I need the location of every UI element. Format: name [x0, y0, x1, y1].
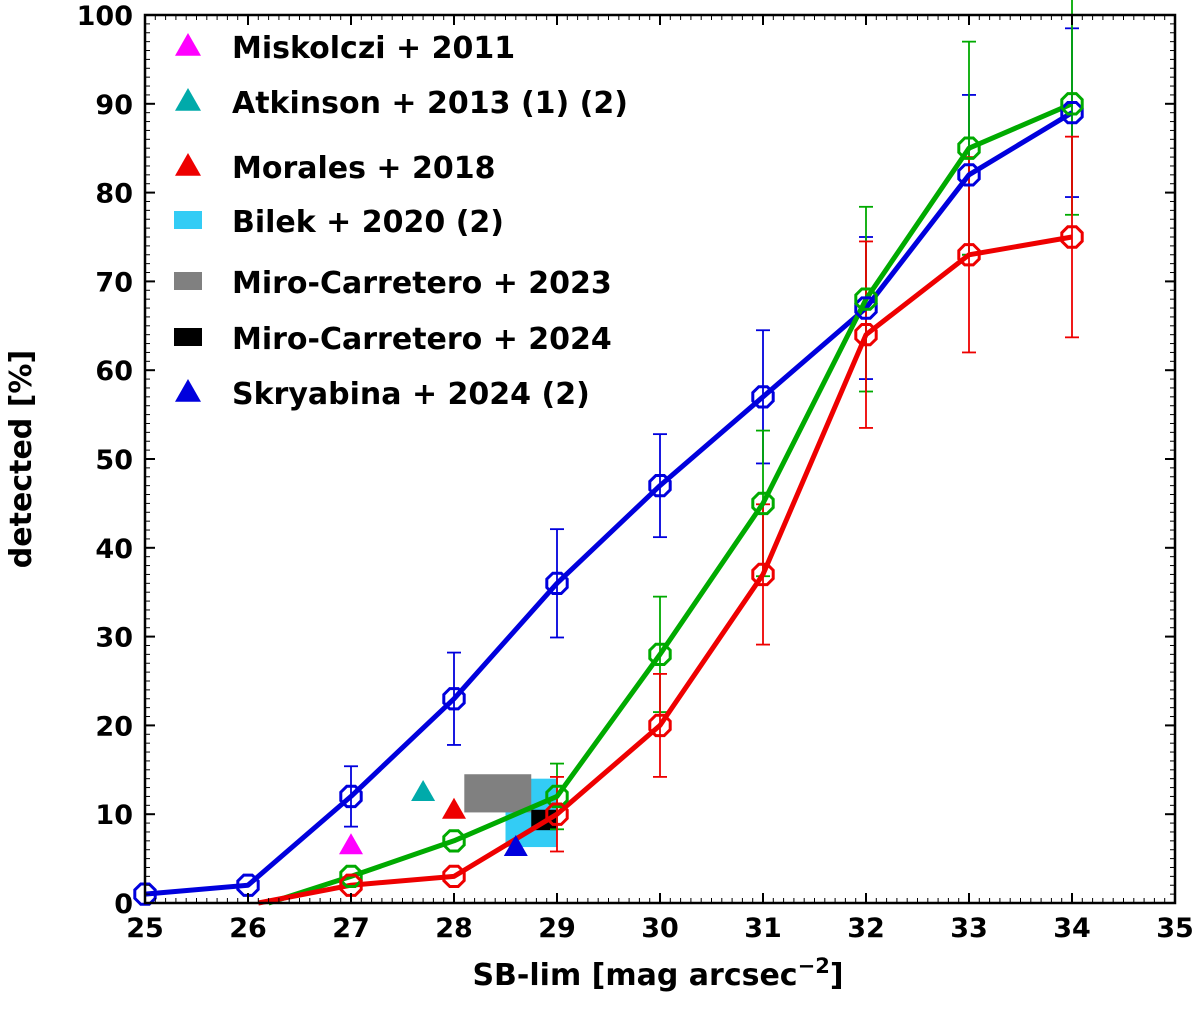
- legend-symbol-triangle: [175, 379, 201, 402]
- point-red: [957, 243, 981, 267]
- x-axis-label-exponent: −2: [798, 954, 830, 978]
- marker-triangle: [442, 797, 466, 819]
- x-axis-label: SB-lim [mag arcsec−2]: [472, 954, 843, 993]
- legend-symbol-triangle: [175, 153, 201, 176]
- series-line-blue: [144, 110, 1074, 897]
- x-tick-label: 31: [744, 913, 782, 944]
- point-red: [648, 713, 672, 738]
- point-red: [1060, 225, 1084, 249]
- point-blue: [545, 571, 569, 595]
- legend-label: Miro-Carretero + 2024: [232, 322, 612, 357]
- legend-label: Miro-Carretero + 2023: [232, 266, 612, 301]
- series-line-red: [257, 234, 1073, 906]
- data-rectangles: [464, 774, 557, 848]
- marker-triangle: [503, 835, 528, 857]
- marker-triangle: [339, 833, 363, 855]
- x-tick-label: 34: [1053, 913, 1091, 944]
- marker-triangle: [411, 780, 436, 801]
- y-tick-label: 20: [95, 711, 133, 742]
- y-tick-label: 50: [95, 445, 133, 476]
- x-tick-label: 35: [1156, 913, 1194, 944]
- point-blue: [648, 474, 672, 498]
- x-tick-label: 30: [641, 913, 679, 944]
- point-blue: [236, 873, 260, 897]
- legend-label: Morales + 2018: [232, 151, 496, 186]
- legend-symbol-triangle: [175, 88, 201, 111]
- x-tick-label: 26: [229, 913, 267, 944]
- legend: Miskolczi + 2011 Atkinson + 2013 (1) (2) M…: [174, 31, 628, 412]
- data-series: [133, 0, 1084, 906]
- y-tick-label: 60: [95, 356, 133, 387]
- point-red: [854, 323, 878, 347]
- legend-symbol-triangle: [175, 33, 201, 56]
- point-blue: [751, 385, 775, 409]
- point-blue: [339, 784, 363, 809]
- y-tick-label: 30: [95, 623, 133, 654]
- y-axis-label: detected [%]: [4, 350, 39, 568]
- legend-label: Miskolczi + 2011: [232, 31, 515, 66]
- y-tick-label: 40: [95, 534, 133, 565]
- series-line-green: [267, 101, 1073, 906]
- point-green: [854, 287, 878, 311]
- point-red: [442, 864, 466, 888]
- x-tick-label: 25: [126, 913, 164, 944]
- legend-label: Skryabina + 2024 (2): [232, 377, 590, 412]
- point-green: [957, 136, 981, 160]
- data-rect: [464, 774, 532, 813]
- point-blue: [442, 687, 466, 711]
- legend-label: Atkinson + 2013 (1) (2): [232, 86, 628, 121]
- y-tick-label: 100: [77, 1, 133, 32]
- point-green: [442, 829, 466, 853]
- point-red: [545, 802, 569, 826]
- legend-symbol-square: [174, 272, 202, 290]
- x-tick-label: 32: [847, 913, 885, 944]
- legend-label: Bilek + 2020 (2): [232, 205, 504, 240]
- point-green: [1060, 92, 1084, 116]
- x-tick-label: 33: [950, 913, 988, 944]
- point-green: [648, 642, 672, 666]
- x-axis-label-close: ]: [830, 958, 844, 993]
- x-tick-label: 27: [332, 913, 370, 944]
- point-blue: [133, 882, 157, 906]
- y-tick-label: 90: [95, 90, 133, 121]
- point-green: [545, 784, 569, 809]
- legend-symbol-square: [174, 328, 202, 346]
- legend-symbol-square: [174, 211, 202, 229]
- y-tick-label: 10: [95, 800, 133, 831]
- y-tick-label: 70: [95, 267, 133, 298]
- x-tick-label: 29: [538, 913, 576, 944]
- y-tick-label: 0: [114, 889, 133, 920]
- point-green: [751, 491, 775, 516]
- point-blue: [957, 163, 981, 187]
- data-markers: [339, 780, 528, 857]
- y-tick-label: 80: [95, 179, 133, 210]
- point-red: [751, 562, 775, 587]
- axis-ticks: 25 26 27 28 29 30 31 32 33 34 35 0 10 20 30 40 50 60 70 80 9…: [77, 1, 1194, 944]
- point-red: [339, 873, 363, 897]
- x-axis-label-main: SB-lim [mag arcsec: [472, 958, 797, 993]
- x-tick-label: 28: [435, 913, 473, 944]
- point-green: [339, 864, 363, 888]
